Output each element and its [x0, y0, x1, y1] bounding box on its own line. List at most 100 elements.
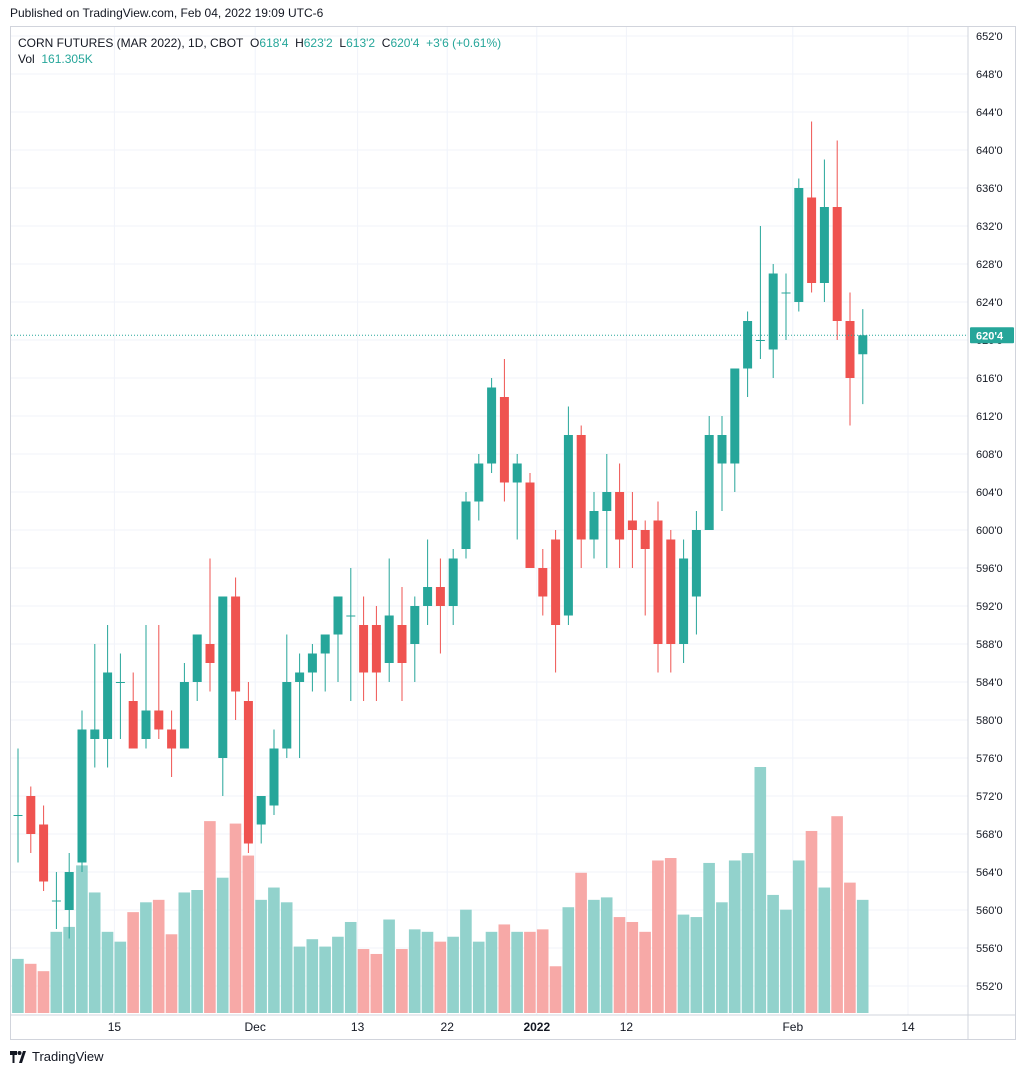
last-price-label: 620'4: [976, 330, 1004, 342]
candle-body: [205, 644, 215, 663]
candle-body: [218, 596, 228, 758]
volume-bar: [114, 941, 127, 1013]
candle-body: [231, 596, 241, 692]
candle-body: [717, 435, 727, 464]
price-tick-label: 600'0: [976, 525, 1003, 537]
candle-body: [704, 435, 714, 530]
volume-bar: [703, 862, 715, 1013]
candle-body: [563, 435, 573, 616]
volume-bar: [562, 907, 575, 1013]
volume-bar: [844, 882, 856, 1013]
candle-body: [115, 682, 125, 683]
candle-body: [576, 435, 586, 540]
price-tick-label: 564'0: [976, 867, 1003, 879]
volume-bar: [280, 902, 293, 1013]
price-tick-label: 576'0: [976, 753, 1003, 765]
volume-bar: [741, 853, 754, 1013]
price-tick-label: 580'0: [976, 715, 1003, 727]
candle-body: [448, 558, 458, 606]
volume-bar: [268, 887, 280, 1013]
candle-body: [384, 615, 394, 663]
volume-bar: [37, 971, 50, 1013]
volume-bar: [191, 890, 203, 1013]
volume-bar: [588, 899, 600, 1013]
candle-body: [141, 710, 151, 739]
time-tick-label: 2022: [523, 1020, 550, 1034]
volume-bar: [754, 767, 767, 1013]
candle-body: [615, 492, 625, 540]
candle-body: [167, 729, 177, 749]
legend-open-label: O: [250, 36, 260, 50]
volume-bar: [549, 966, 562, 1013]
candle-body: [320, 634, 330, 654]
volume-bar: [511, 931, 523, 1013]
candle-body: [589, 511, 599, 540]
volume-bar: [780, 909, 792, 1013]
time-tick-label: 15: [108, 1020, 122, 1034]
candlestick-chart[interactable]: 652'0 648'0 644'0 640'0 636'0 632'0 628'0 624'0…: [11, 27, 1015, 1039]
volume-bar: [12, 958, 24, 1013]
volume-bar: [408, 929, 421, 1013]
volume-bar: [357, 949, 370, 1013]
candle-body: [359, 625, 369, 673]
volume-bar: [229, 823, 242, 1013]
candle-body: [26, 796, 36, 834]
volume-bar: [460, 909, 472, 1013]
volume-bar: [639, 931, 651, 1013]
volume-bar: [76, 865, 88, 1013]
volume-bar: [396, 949, 408, 1013]
volume-bar: [332, 936, 344, 1013]
volume-bar: [485, 931, 498, 1013]
price-tick-label: 616'0: [976, 373, 1003, 385]
candle-body: [410, 606, 420, 644]
price-tick-label: 652'0: [976, 31, 1003, 43]
candle-body: [179, 682, 189, 749]
candle-body: [13, 815, 23, 816]
price-tick-label: 644'0: [976, 107, 1003, 119]
price-tick-label: 636'0: [976, 183, 1003, 195]
footer-branding[interactable]: TradingView: [10, 1049, 104, 1064]
candle-body: [602, 492, 612, 511]
volume-bar: [434, 941, 447, 1013]
volume-bar: [421, 931, 434, 1013]
price-tick-label: 592'0: [976, 601, 1003, 613]
candle-body: [282, 682, 292, 749]
last-price-badge: [970, 327, 1014, 344]
legend-symbol: CORN FUTURES (MAR 2022), 1D, CBOT: [18, 36, 244, 50]
candle-body: [832, 207, 842, 321]
candle-body: [461, 501, 471, 549]
candle-body: [730, 368, 740, 464]
candle-body: [243, 701, 253, 844]
candle-body: [435, 587, 445, 606]
chart-frame[interactable]: 652'0 648'0 644'0 640'0 636'0 632'0 628'0 624'0…: [10, 26, 1016, 1040]
legend-low-value: 613'2: [346, 36, 376, 50]
time-tick-label: Dec: [245, 1020, 266, 1034]
volume-bar: [690, 917, 703, 1013]
volume-bar: [856, 899, 869, 1013]
price-tick-label: 560'0: [976, 905, 1003, 917]
candle-body: [768, 273, 778, 350]
candle-body: [256, 796, 266, 825]
time-tick-label: 22: [441, 1020, 455, 1034]
candle-body: [551, 539, 561, 625]
candle-body: [858, 335, 868, 355]
price-tick-label: 604'0: [976, 487, 1003, 499]
volume-bar: [818, 887, 831, 1013]
volume-bar: [383, 919, 395, 1013]
candle-body: [346, 615, 356, 617]
candle-body: [51, 900, 61, 902]
volume-bar: [101, 931, 114, 1013]
candle-body: [538, 568, 548, 597]
time-tick-label: 13: [351, 1020, 365, 1034]
volume-bar: [127, 912, 139, 1013]
price-tick-label: 624'0: [976, 297, 1003, 309]
candle-body: [192, 634, 202, 682]
volume-bar: [472, 941, 485, 1013]
volume-bar: [178, 892, 191, 1013]
legend-change: +3'6 (+0.61%): [426, 36, 502, 50]
price-tick-label: 596'0: [976, 563, 1003, 575]
candle-body: [397, 625, 407, 663]
candle-body: [666, 539, 676, 644]
volume-bar: [767, 894, 779, 1013]
candle-body: [755, 340, 765, 341]
